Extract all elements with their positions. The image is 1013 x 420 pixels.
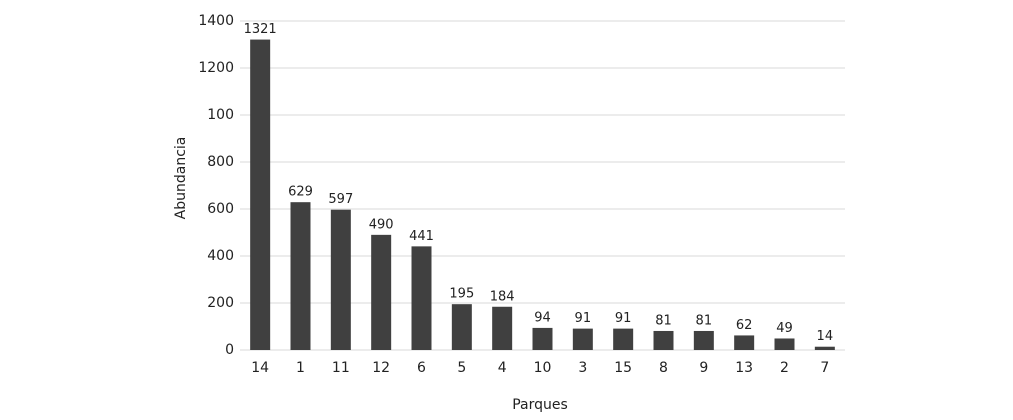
bar bbox=[330, 209, 351, 350]
x-tick-label: 8 bbox=[659, 360, 668, 376]
y-axis-label: Abundancia bbox=[173, 137, 189, 220]
x-tick-label: 5 bbox=[457, 360, 466, 376]
value-label: 49 bbox=[776, 321, 793, 336]
bar bbox=[532, 327, 553, 350]
bar bbox=[613, 328, 634, 350]
x-tick-label: 12 bbox=[372, 360, 390, 376]
value-label: 597 bbox=[328, 192, 353, 207]
y-tick-label: 400 bbox=[207, 248, 234, 264]
value-label: 629 bbox=[288, 185, 313, 200]
bar bbox=[371, 234, 392, 350]
bar bbox=[693, 330, 714, 350]
x-tick-label: 15 bbox=[614, 360, 632, 376]
bar bbox=[653, 330, 674, 350]
bar bbox=[734, 335, 755, 350]
y-tick-label: 600 bbox=[207, 201, 234, 217]
value-label: 91 bbox=[575, 311, 592, 326]
bar bbox=[451, 304, 472, 350]
bar bbox=[250, 39, 271, 350]
value-label: 441 bbox=[409, 229, 434, 244]
x-tick-label: 4 bbox=[498, 360, 507, 376]
bar bbox=[411, 246, 432, 350]
value-label: 184 bbox=[490, 289, 515, 304]
value-label: 1321 bbox=[244, 22, 277, 37]
bar bbox=[492, 306, 513, 350]
bar bbox=[774, 338, 795, 350]
x-tick-label: 14 bbox=[251, 360, 269, 376]
bar bbox=[572, 328, 593, 350]
x-axis-label: Parques bbox=[512, 397, 568, 413]
bar bbox=[290, 202, 311, 350]
x-tick-label: 6 bbox=[417, 360, 426, 376]
y-tick-label: 0 bbox=[225, 342, 234, 358]
value-label: 91 bbox=[615, 311, 632, 326]
x-tick-label: 9 bbox=[699, 360, 708, 376]
value-label: 81 bbox=[696, 313, 713, 328]
value-label: 195 bbox=[449, 287, 474, 302]
value-label: 94 bbox=[534, 310, 551, 325]
x-tick-label: 3 bbox=[578, 360, 587, 376]
x-tick-label: 10 bbox=[534, 360, 552, 376]
x-tick-label: 13 bbox=[735, 360, 753, 376]
value-label: 490 bbox=[369, 217, 394, 232]
y-tick-label: 1400 bbox=[198, 13, 234, 29]
x-tick-label: 1 bbox=[296, 360, 305, 376]
x-tick-label: 2 bbox=[780, 360, 789, 376]
y-tick-label: 200 bbox=[207, 295, 234, 311]
y-tick-label: 800 bbox=[207, 154, 234, 170]
value-label: 14 bbox=[817, 329, 834, 344]
y-tick-label: 1200 bbox=[198, 60, 234, 76]
bar bbox=[814, 346, 835, 350]
value-label: 62 bbox=[736, 318, 753, 333]
x-tick-label: 7 bbox=[820, 360, 829, 376]
x-tick-label: 11 bbox=[332, 360, 350, 376]
y-tick-label: 100 bbox=[207, 107, 234, 123]
value-label: 81 bbox=[655, 313, 672, 328]
